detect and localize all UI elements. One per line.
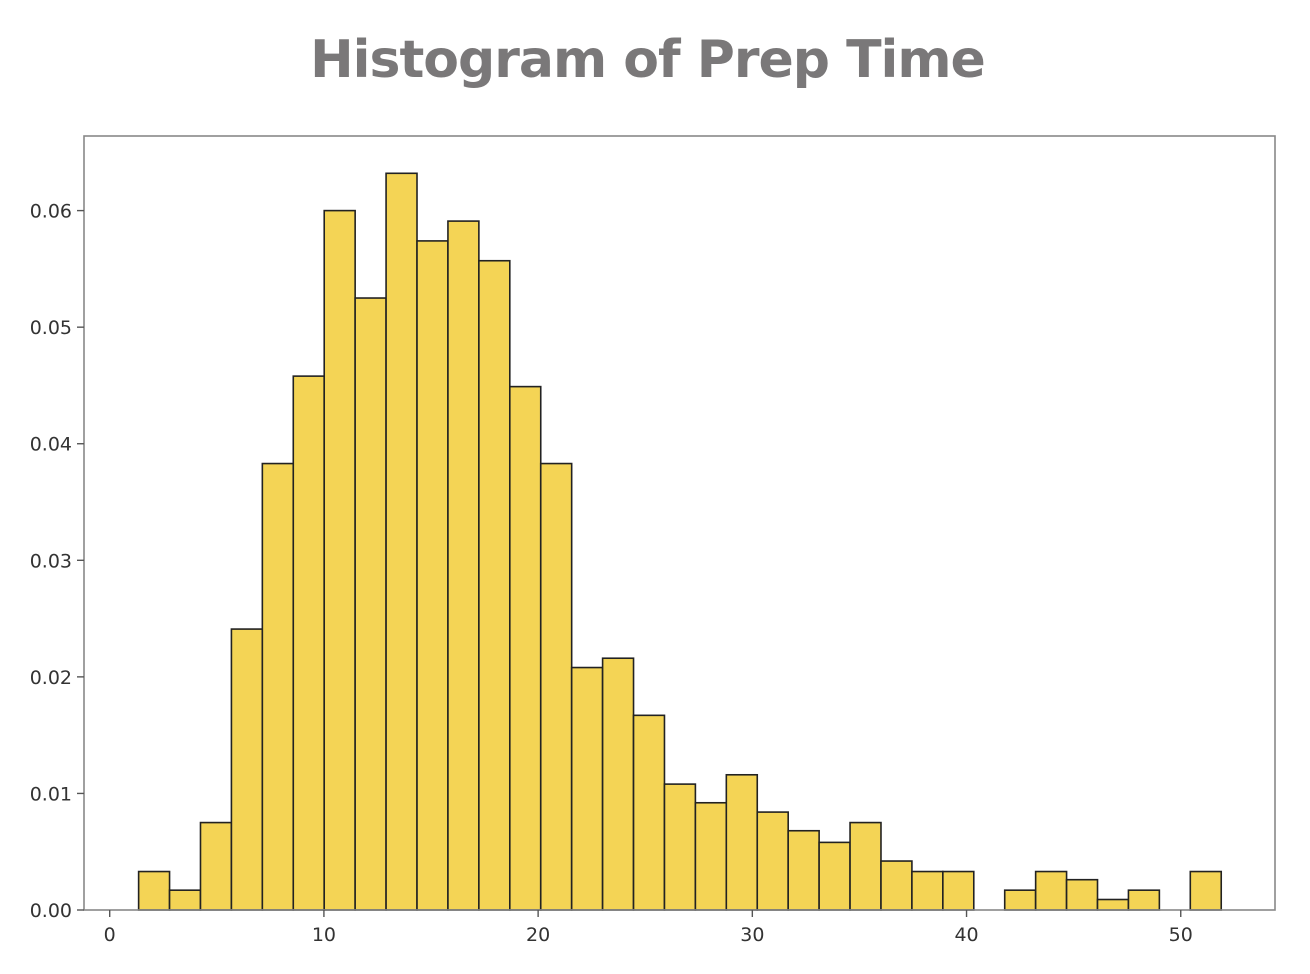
- histogram-bar: [478, 259, 511, 911]
- histogram-bar: [570, 666, 604, 911]
- histogram-bar: [942, 870, 975, 911]
- y-tick-label: 0.00: [30, 900, 72, 922]
- histogram-bar: [911, 870, 944, 911]
- histogram-bar: [292, 375, 326, 911]
- histogram-bar: [447, 220, 480, 911]
- histogram-bar: [787, 829, 820, 911]
- y-tick-label: 0.03: [30, 550, 72, 572]
- histogram-bar: [601, 657, 635, 911]
- histogram-bar: [230, 628, 264, 911]
- histogram-bar: [323, 209, 356, 911]
- chart-title: Histogram of Prep Time: [310, 30, 986, 90]
- x-tick-label: 20: [526, 924, 550, 946]
- histogram-bar: [1127, 889, 1161, 911]
- histogram-bar: [818, 841, 851, 911]
- y-tick-label: 0.02: [30, 667, 72, 689]
- histogram-bar: [1189, 870, 1223, 911]
- y-tick-label: 0.01: [30, 783, 72, 805]
- histogram-bar: [261, 462, 295, 911]
- histogram-bar: [416, 240, 449, 911]
- histogram-bar: [509, 385, 542, 911]
- plot-frame: [83, 135, 1276, 911]
- histogram-bar: [385, 172, 418, 911]
- histogram-bar: [694, 801, 728, 911]
- histogram-bar: [663, 783, 697, 911]
- y-tick-label: 0.04: [30, 434, 72, 456]
- x-tick-label: 0: [104, 924, 116, 946]
- histogram-bar: [756, 811, 789, 911]
- x-tick-label: 40: [954, 924, 978, 946]
- y-tick-label: 0.06: [30, 201, 72, 223]
- histogram-bar: [137, 870, 171, 911]
- histogram-bar: [354, 297, 387, 911]
- histogram-bar: [539, 462, 573, 911]
- histogram-bar: [1065, 878, 1099, 911]
- x-tick-label: 10: [312, 924, 336, 946]
- histogram-bar: [632, 714, 666, 911]
- histogram-bar: [1034, 870, 1068, 911]
- histogram-bar: [880, 860, 913, 911]
- histogram-bar: [849, 821, 882, 911]
- histogram-bar: [725, 773, 759, 911]
- histogram-bar: [1096, 898, 1130, 911]
- histogram-bar: [199, 821, 233, 911]
- y-tick-label: 0.05: [30, 317, 72, 339]
- x-tick-label: 30: [740, 924, 764, 946]
- histogram-bar: [168, 889, 202, 911]
- histogram-bar: [1003, 889, 1037, 911]
- x-tick-label: 50: [1169, 924, 1193, 946]
